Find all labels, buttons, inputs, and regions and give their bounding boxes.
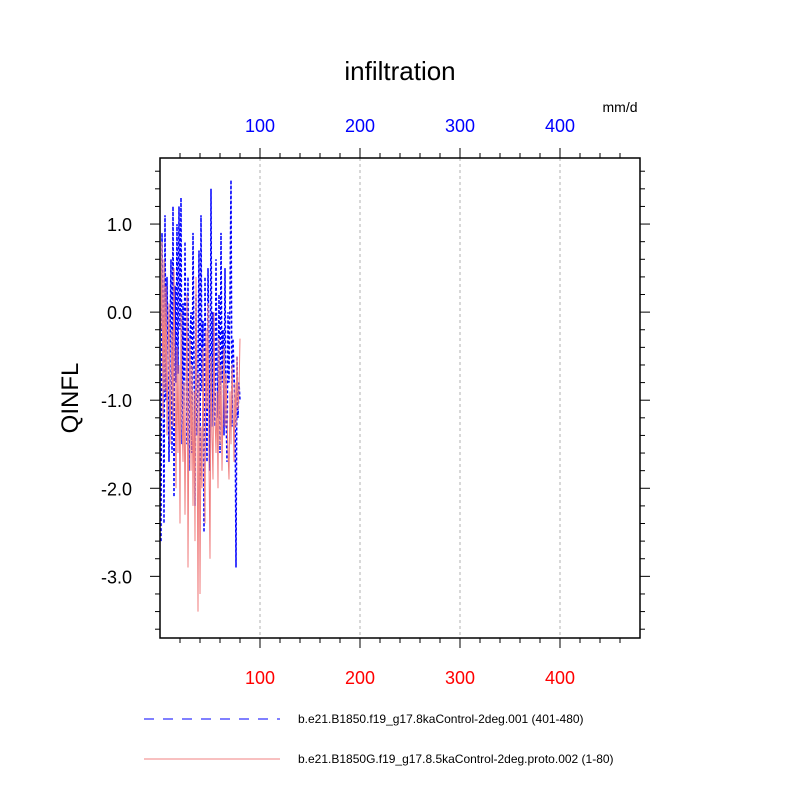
x-tick-label-top: 100 bbox=[245, 116, 275, 136]
series-line-1 bbox=[160, 179, 241, 568]
y-tick-label: 0.0 bbox=[107, 303, 132, 323]
legend-label-1: b.e21.B1850.f19_g17.8kaControl-2deg.001 … bbox=[298, 712, 584, 726]
grid-layer bbox=[259, 158, 561, 638]
y-tick-label: -3.0 bbox=[101, 567, 132, 587]
units-label: mm/d bbox=[603, 99, 638, 115]
ticks-layer: 100 100 200 200 300 300 400 400 1.0 0.0 -1.0 -2.0 -3… bbox=[101, 116, 650, 688]
x-tick-label-top: 300 bbox=[445, 116, 475, 136]
x-tick-label-bottom: 100 bbox=[245, 668, 275, 688]
legend-label-2: b.e21.B1850G.f19_g17.8.5kaControl-2deg.p… bbox=[298, 752, 614, 766]
y-tick-label: 1.0 bbox=[107, 215, 132, 235]
chart-title: infiltration bbox=[344, 56, 455, 86]
y-axis-label: QINFL bbox=[57, 363, 84, 434]
x-tick-label-top: 400 bbox=[545, 116, 575, 136]
x-tick-label-bottom: 300 bbox=[445, 668, 475, 688]
x-tick-label-top: 200 bbox=[345, 116, 375, 136]
x-tick-label-bottom: 400 bbox=[545, 668, 575, 688]
series-layer bbox=[160, 179, 241, 612]
x-tick-label-bottom: 200 bbox=[345, 668, 375, 688]
y-tick-label: -2.0 bbox=[101, 479, 132, 499]
y-tick-label: -1.0 bbox=[101, 391, 132, 411]
series-line-2 bbox=[160, 241, 241, 612]
legend: b.e21.B1850.f19_g17.8kaControl-2deg.001 … bbox=[144, 712, 614, 766]
plot-frame bbox=[159, 157, 641, 639]
